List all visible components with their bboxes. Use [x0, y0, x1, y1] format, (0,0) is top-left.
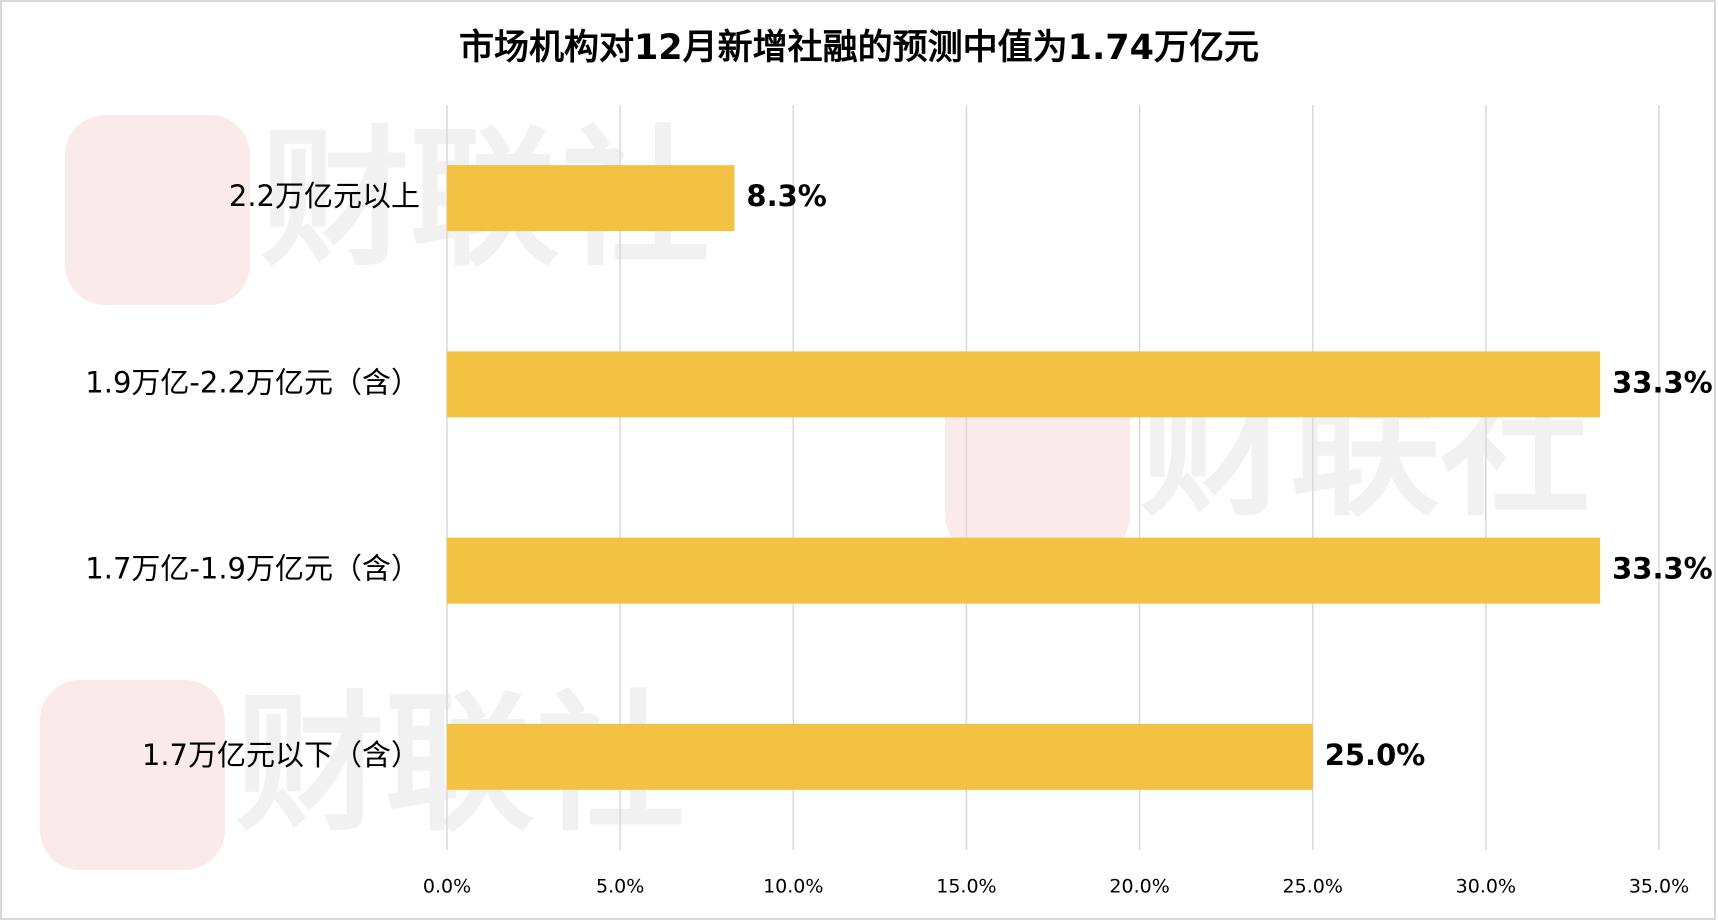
x-tick-label: 0.0% — [423, 876, 471, 898]
y-tick-label: 2.2万亿元以上 — [229, 179, 420, 213]
bar — [447, 537, 1601, 604]
x-tick-label: 35.0% — [1629, 876, 1689, 898]
x-tick-label: 15.0% — [936, 876, 996, 898]
x-tick-label: 30.0% — [1456, 876, 1516, 898]
x-tick-label: 10.0% — [763, 876, 823, 898]
x-tick-label: 25.0% — [1283, 876, 1343, 898]
chart-title: 市场机构对12月新增社融的预测中值为1.74万亿元 — [459, 28, 1259, 68]
bar — [447, 165, 735, 232]
value-label: 33.3% — [1612, 365, 1713, 399]
value-label: 25.0% — [1325, 738, 1426, 772]
x-tick-label: 5.0% — [596, 876, 644, 898]
watermark-logo — [40, 680, 225, 870]
bar — [447, 723, 1313, 790]
watermark-logo — [65, 115, 250, 305]
y-tick-label: 1.7万亿-1.9万亿元（含） — [85, 552, 420, 586]
value-label: 33.3% — [1612, 552, 1713, 586]
y-tick-label: 1.9万亿-2.2万亿元（含） — [85, 365, 420, 399]
value-label: 8.3% — [746, 179, 826, 213]
x-tick-label: 20.0% — [1109, 876, 1169, 898]
bar — [447, 351, 1601, 418]
y-tick-label: 1.7万亿元以下（含） — [142, 738, 420, 772]
